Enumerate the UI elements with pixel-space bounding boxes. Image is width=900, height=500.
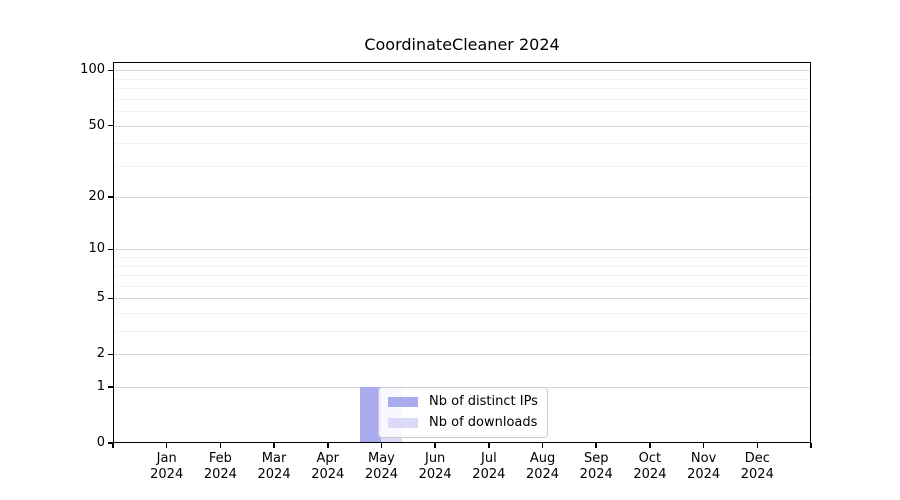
major-gridline <box>113 70 811 72</box>
minor-gridline <box>113 88 811 90</box>
x-tick <box>380 443 383 448</box>
x-tick <box>756 443 759 448</box>
x-tick <box>273 443 275 448</box>
x-tick-label: Jan 2024 <box>150 451 184 482</box>
minor-gridline <box>113 98 811 100</box>
x-tick <box>649 443 651 448</box>
major-gridline <box>113 298 811 300</box>
axes-ticks-layer: 0 1 2 5 10 20 50 100 Jan 2024 Feb 2024 Mar 2024 Apr 202… <box>80 62 812 482</box>
major-gridline <box>113 197 811 199</box>
x-tick-label: Sep 2024 <box>579 451 613 482</box>
legend-swatch-distinct-ips <box>388 397 418 407</box>
x-tick <box>165 443 168 448</box>
x-tick-label: Mar 2024 <box>257 451 291 482</box>
x-tick-label: Aug 2024 <box>525 451 560 482</box>
minor-gridline <box>113 285 811 287</box>
x-tick <box>327 443 329 448</box>
minor-gridline <box>113 111 811 113</box>
y-tick-label: 100 <box>80 62 105 78</box>
minor-gridline <box>113 257 811 259</box>
x-tick <box>112 443 114 448</box>
x-tick-label: Jul 2024 <box>472 451 506 482</box>
legend: Nb of distinct IPs Nb of downloads <box>378 387 548 438</box>
y-tick-label: 10 <box>88 241 105 257</box>
y-tick <box>108 442 113 444</box>
y-tick-label: 5 <box>96 290 105 306</box>
x-tick-label: Jun 2024 <box>418 451 452 482</box>
y-tick-label: 2 <box>96 346 105 362</box>
legend-swatch-downloads <box>388 418 418 428</box>
y-tick <box>108 248 113 251</box>
minor-gridline <box>113 313 811 315</box>
minor-gridline <box>113 331 811 333</box>
x-tick <box>541 443 544 448</box>
minor-gridline <box>113 165 811 167</box>
legend-label-downloads: Nb of downloads <box>429 415 538 430</box>
major-gridline <box>113 125 811 127</box>
plot-area: 0 1 2 5 10 20 50 100 Jan 2024 Feb 2024 Mar 2024 Apr 202… <box>80 62 812 482</box>
x-tick <box>595 443 597 448</box>
minor-gridline <box>113 275 811 277</box>
y-tick <box>108 196 113 198</box>
major-gridline <box>113 249 811 251</box>
x-tick-label: Nov 2024 <box>687 451 721 482</box>
x-tick <box>702 443 705 448</box>
x-tick <box>219 443 222 448</box>
minor-gridline <box>113 143 811 145</box>
legend-item-distinct-ips: Nb of distinct IPs <box>388 393 538 411</box>
y-tick <box>108 353 113 356</box>
y-tick-label: 50 <box>88 117 105 133</box>
x-tick <box>810 443 812 448</box>
y-tick <box>108 69 113 72</box>
y-tick <box>108 124 113 127</box>
legend-item-downloads: Nb of downloads <box>388 414 538 432</box>
x-tick-label: Oct 2024 <box>633 451 667 482</box>
minor-gridline <box>113 265 811 267</box>
minor-gridline <box>113 78 811 80</box>
x-tick <box>488 443 490 448</box>
x-tick-label: May 2024 <box>364 451 398 482</box>
y-tick-label: 0 <box>96 435 105 450</box>
y-tick <box>108 297 113 300</box>
x-tick <box>434 443 436 448</box>
legend-label-distinct-ips: Nb of distinct IPs <box>429 394 538 409</box>
chart-title: CoordinateCleaner 2024 <box>364 35 560 54</box>
x-tick-label: Dec 2024 <box>740 451 774 482</box>
major-gridline <box>113 354 811 356</box>
x-tick-label: Feb 2024 <box>203 451 237 482</box>
x-tick-label: Apr 2024 <box>311 451 345 482</box>
y-tick-label: 1 <box>96 379 105 395</box>
bar-distinct-ips <box>360 387 382 443</box>
y-tick-label: 20 <box>88 189 105 205</box>
y-tick <box>108 386 113 388</box>
